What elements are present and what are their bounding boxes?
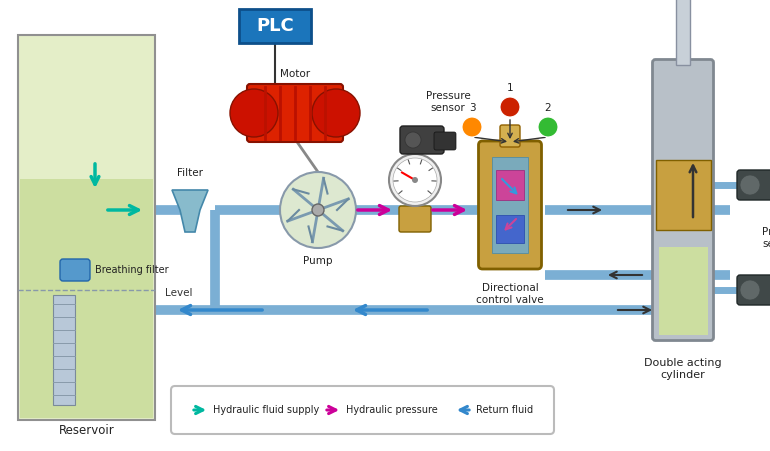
Text: Pressure
sensor: Pressure sensor — [426, 91, 470, 113]
Circle shape — [405, 132, 421, 148]
Text: 1: 1 — [507, 83, 514, 93]
FancyBboxPatch shape — [239, 9, 311, 43]
Circle shape — [740, 280, 760, 300]
Bar — [655, 160, 711, 230]
Bar — [492, 157, 528, 253]
Text: Double acting
cylinder: Double acting cylinder — [644, 358, 721, 380]
Circle shape — [393, 158, 437, 202]
FancyBboxPatch shape — [652, 60, 714, 341]
FancyBboxPatch shape — [247, 84, 343, 142]
FancyBboxPatch shape — [60, 259, 90, 281]
Circle shape — [500, 97, 520, 117]
Text: Motor: Motor — [280, 69, 310, 79]
Circle shape — [740, 175, 760, 195]
Text: Directional
control valve: Directional control valve — [476, 283, 544, 305]
Text: Filter: Filter — [177, 168, 203, 178]
Text: Hydraulic fluid supply: Hydraulic fluid supply — [213, 405, 320, 415]
Circle shape — [462, 117, 482, 137]
Bar — [658, 247, 708, 335]
Circle shape — [538, 117, 558, 137]
Text: Pump: Pump — [303, 256, 333, 266]
FancyBboxPatch shape — [18, 35, 155, 420]
Bar — [496, 170, 524, 200]
Text: Pressure
sensors: Pressure sensors — [762, 227, 770, 249]
Bar — [20, 179, 153, 418]
Text: Level: Level — [165, 288, 192, 298]
Circle shape — [280, 172, 356, 248]
FancyBboxPatch shape — [171, 386, 554, 434]
Bar — [53, 295, 75, 405]
Text: Hydraulic pressure: Hydraulic pressure — [346, 405, 438, 415]
FancyBboxPatch shape — [400, 126, 444, 154]
FancyBboxPatch shape — [500, 125, 520, 147]
Circle shape — [230, 89, 278, 137]
Text: Breathing filter: Breathing filter — [95, 265, 169, 275]
FancyBboxPatch shape — [399, 206, 431, 232]
Circle shape — [312, 89, 360, 137]
Text: 2: 2 — [544, 103, 551, 113]
Circle shape — [312, 204, 324, 216]
Text: 3: 3 — [469, 103, 475, 113]
Text: PLC: PLC — [256, 17, 294, 35]
Text: Return fluid: Return fluid — [476, 405, 533, 415]
FancyBboxPatch shape — [434, 132, 456, 150]
Circle shape — [389, 154, 441, 206]
Circle shape — [412, 177, 418, 183]
Polygon shape — [172, 190, 208, 232]
Text: Reservoir: Reservoir — [59, 424, 115, 437]
FancyBboxPatch shape — [737, 275, 770, 305]
Bar — [676, 0, 690, 64]
FancyBboxPatch shape — [737, 170, 770, 200]
Bar — [496, 215, 524, 243]
FancyBboxPatch shape — [478, 141, 541, 269]
